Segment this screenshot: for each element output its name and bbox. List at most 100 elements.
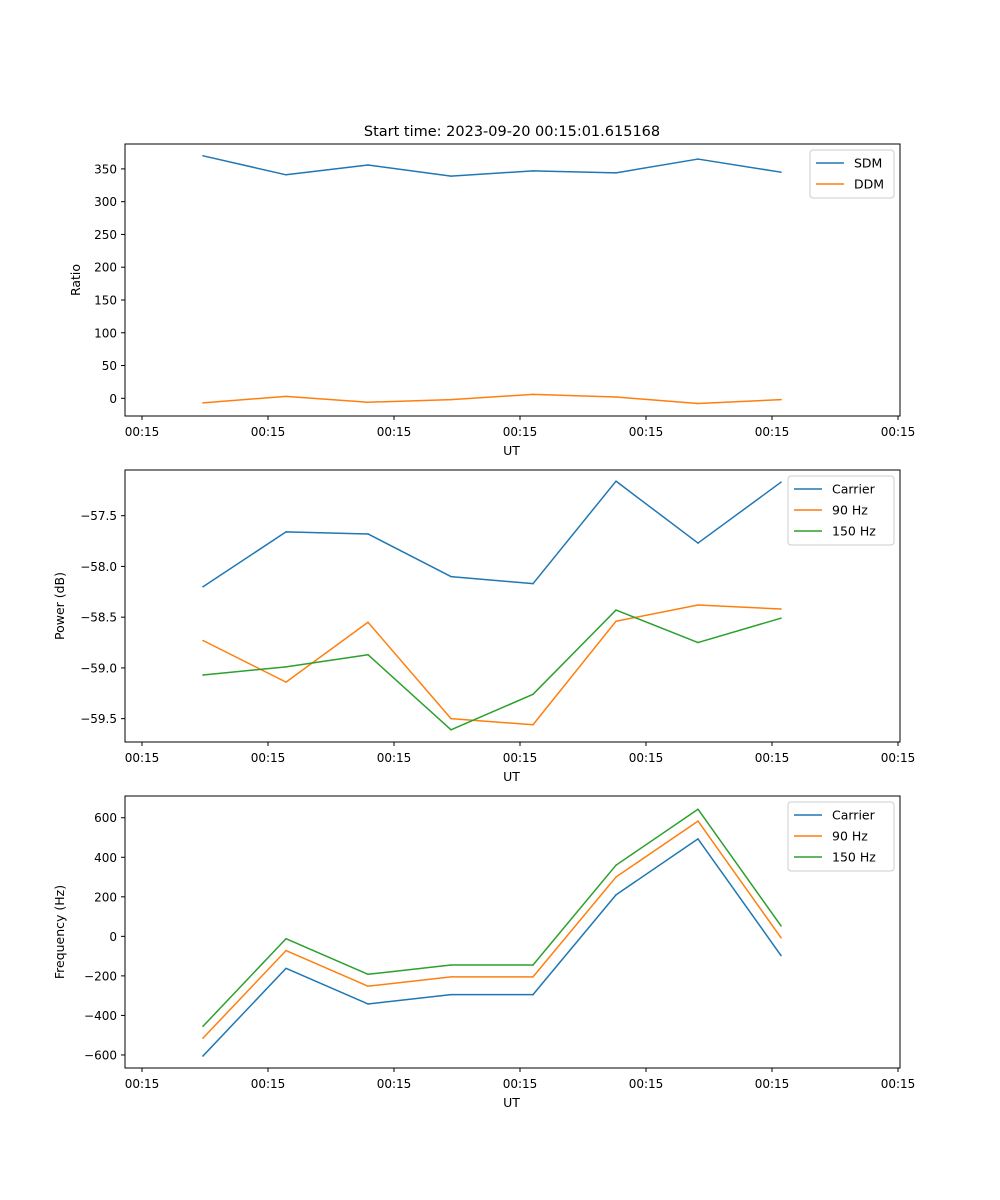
axes-frame (124, 469, 901, 743)
y-tick-label: 50 (102, 359, 117, 373)
data-point (697, 838, 699, 840)
legend-label: 150 Hz (832, 850, 876, 865)
data-point (367, 1003, 369, 1005)
legend-label: 150 Hz (832, 524, 876, 539)
data-point (532, 393, 534, 396)
data-point (697, 542, 699, 544)
chart-panel-3: 00:15 00:15 00:15 00:15 00:15 00:15 00:15 UT −60… (52, 795, 916, 1110)
x-tick-label: 00:15 (503, 1077, 538, 1091)
data-point (202, 155, 204, 157)
axes-frame (124, 795, 901, 1069)
y-tick-label: 0 (109, 392, 117, 406)
y-tick-label: 250 (94, 228, 117, 242)
series-sdm (202, 155, 782, 177)
data-point (285, 395, 287, 398)
data-point (202, 585, 204, 588)
legend-label: Carrier (832, 808, 876, 823)
data-point (532, 993, 534, 996)
legend-box (787, 801, 895, 872)
data-point (285, 949, 287, 952)
data-point (285, 681, 287, 683)
data-point (367, 653, 369, 656)
x-tick-label: 00:15 (503, 425, 538, 439)
data-point (780, 925, 782, 927)
data-point (285, 531, 287, 533)
x-axis-label: UT (503, 1095, 520, 1110)
data-point (615, 876, 617, 878)
data-point (615, 609, 617, 611)
data-point (780, 936, 782, 939)
x-tick-label: 00:15 (881, 425, 916, 439)
x-tick-label: 00:15 (251, 1077, 286, 1091)
series-line (202, 393, 782, 405)
data-point (450, 575, 452, 578)
axes-frame (124, 143, 901, 417)
x-tick-label: 00:15 (629, 425, 664, 439)
data-point (615, 864, 617, 866)
series-150-hz (202, 808, 782, 1028)
legend: Carrier 90 Hz 150 Hz (787, 475, 895, 546)
data-point (532, 976, 534, 978)
y-tick-label: 200 (94, 261, 117, 275)
series-line (202, 609, 782, 731)
series-ddm (202, 393, 782, 405)
data-point (367, 985, 369, 987)
data-point (285, 666, 287, 668)
y-tick-label: 400 (94, 851, 117, 865)
data-point (450, 964, 452, 966)
data-point (202, 1037, 204, 1039)
series-line (202, 838, 782, 1057)
data-point (367, 533, 369, 535)
legend: SDM DDM (809, 149, 895, 199)
y-tick-label: −59.5 (80, 712, 117, 726)
x-tick-label: 00:15 (125, 425, 160, 439)
series-90-hz (202, 820, 782, 1039)
x-axis-label: UT (503, 443, 520, 458)
series-line (202, 155, 782, 177)
legend-box (809, 149, 895, 199)
data-point (615, 620, 617, 623)
data-point (780, 481, 782, 483)
y-tick-label: 300 (94, 195, 117, 209)
data-point (780, 617, 782, 619)
x-tick-label: 00:15 (755, 1077, 790, 1091)
x-tick-label: 00:15 (251, 751, 286, 765)
data-point (450, 398, 452, 401)
chart-panel-1: 00:15 00:15 00:15 00:15 00:15 00:15 00:15 UT 0 50… (68, 143, 916, 458)
data-point (697, 820, 699, 822)
data-point (697, 158, 699, 160)
data-point (532, 964, 534, 966)
x-tick-label: 00:15 (503, 751, 538, 765)
x-tick-label: 00:15 (377, 1077, 412, 1091)
series-150-hz (202, 609, 782, 731)
series-carrier (202, 480, 782, 588)
series-line (202, 604, 782, 726)
y-tick-label: 150 (94, 293, 117, 307)
data-point (532, 723, 534, 726)
data-point (367, 401, 369, 404)
y-tick-label: 600 (94, 811, 117, 825)
y-axis-label: Power (dB) (52, 572, 67, 640)
x-tick-label: 00:15 (881, 751, 916, 765)
data-point (367, 164, 369, 166)
data-point (780, 398, 782, 401)
y-tick-label: −600 (84, 1048, 117, 1062)
series-line (202, 480, 782, 588)
data-point (450, 976, 452, 978)
legend: Carrier 90 Hz 150 Hz (787, 801, 895, 872)
data-point (532, 170, 534, 172)
data-point (450, 717, 452, 720)
series-90-hz (202, 604, 782, 726)
data-point (615, 480, 617, 482)
y-tick-label: 0 (109, 930, 117, 944)
x-tick-label: 00:15 (881, 1077, 916, 1091)
y-tick-label: −400 (84, 1009, 117, 1023)
y-tick-label: −58.5 (80, 611, 117, 625)
data-point (697, 641, 699, 644)
data-point (780, 954, 782, 957)
data-point (202, 1055, 204, 1057)
y-axis-label: Frequency (Hz) (52, 885, 67, 979)
series-carrier (202, 838, 782, 1057)
